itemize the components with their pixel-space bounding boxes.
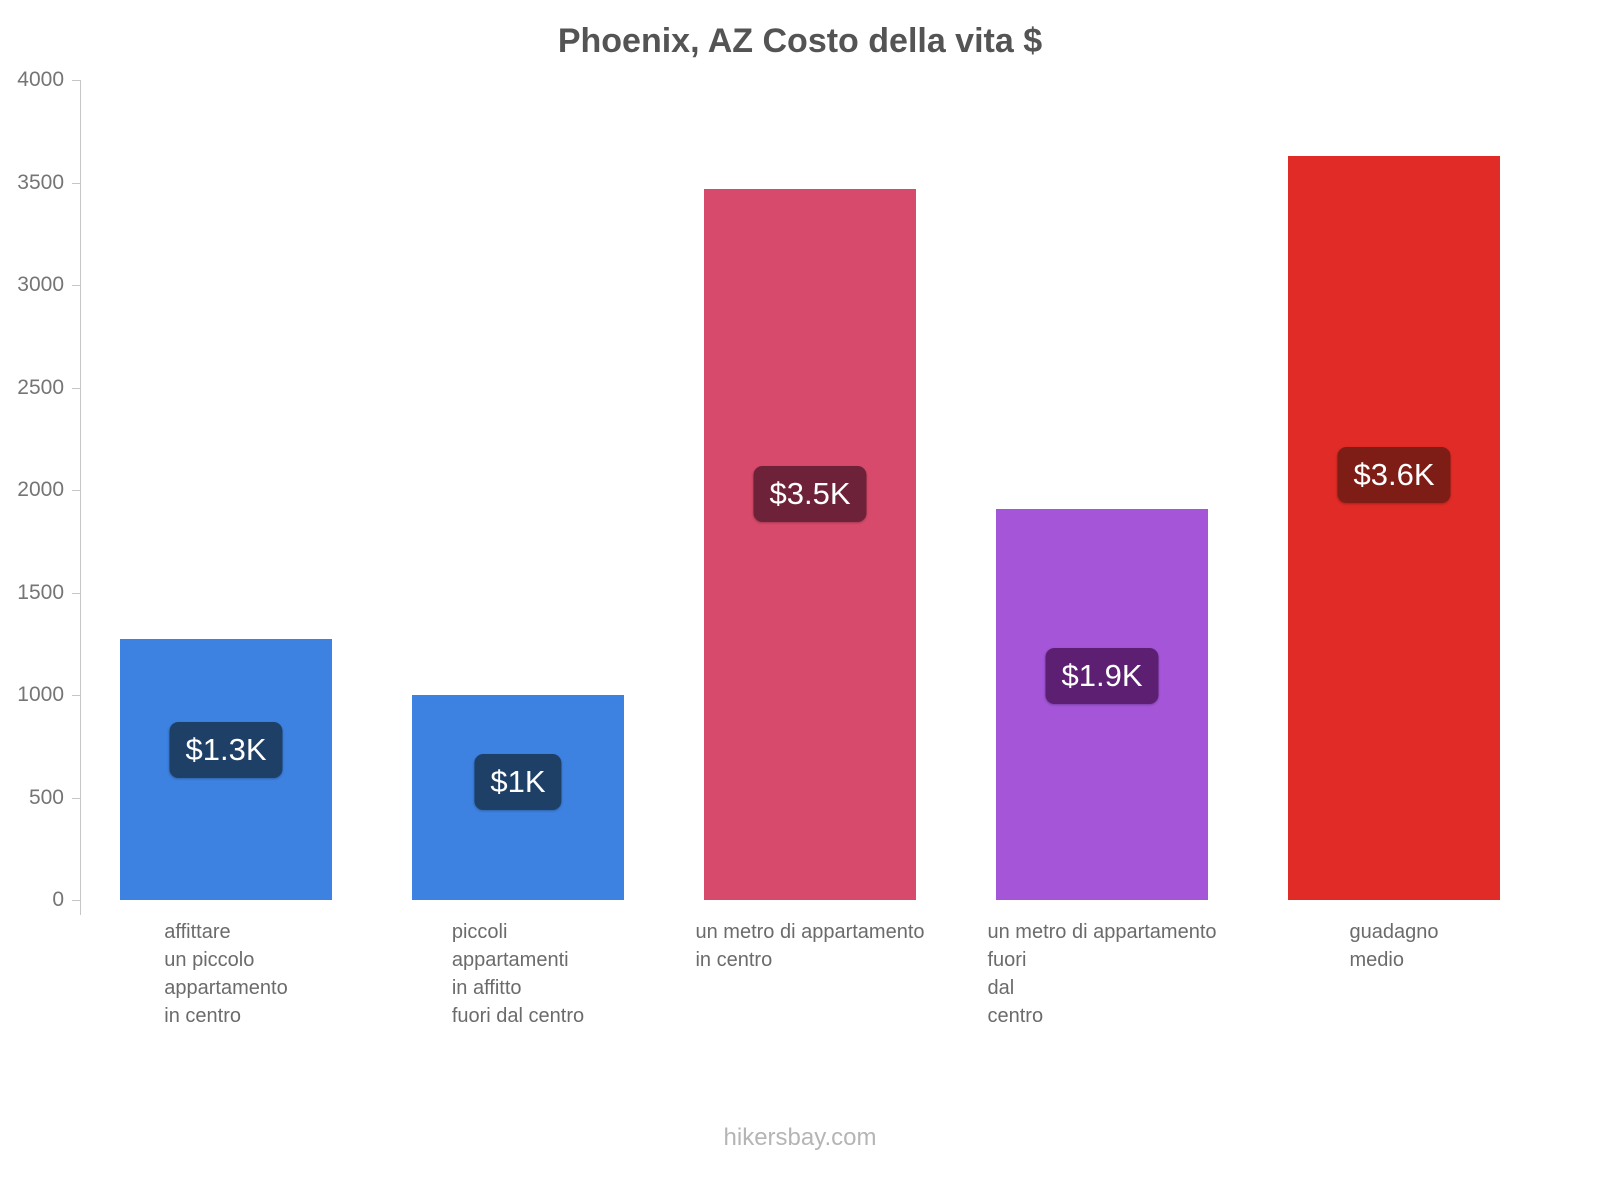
y-tick-mark (72, 695, 80, 696)
x-axis-label: affittare un piccolo appartamento in centro (80, 918, 372, 1030)
bar-slot: $3.6K (1248, 80, 1540, 900)
bar-slot: $1K (372, 80, 664, 900)
bar-5 (1288, 155, 1500, 900)
x-axis-labels: affittare un piccolo appartamento in centro… (80, 918, 1540, 1030)
y-axis-ticks: 0 500 1000 1500 2000 2500 3000 3500 4000 (17, 68, 1540, 911)
y-tick-label: 1500 (17, 580, 64, 604)
x-axis-label: un metro di appartamento in centro (664, 918, 956, 1030)
x-axis-label-text: guadagno medio (1349, 921, 1439, 971)
y-tick-mark (72, 592, 80, 594)
bar-value-label: $3.5K (753, 465, 867, 522)
y-tick-mark (72, 285, 80, 286)
x-axis-label: un metro di appartamento fuori dal centro (956, 918, 1248, 1030)
y-tick-label: 0 (52, 888, 64, 911)
y-tick-mark (72, 80, 80, 81)
y-tick-label: 1000 (17, 683, 64, 706)
bar-value-label: $3.6K (1337, 446, 1451, 503)
bar-slot: $1.3K (80, 80, 372, 900)
chart-title: Phoenix, AZ Costo della vita $ (557, 22, 1043, 60)
y-tick-label: 3500 (17, 170, 64, 194)
x-axis-label: piccoli appartamenti in affitto fuori dal c… (372, 918, 664, 1030)
bar-slot: $1.9K (956, 80, 1248, 900)
y-tick-label: 4000 (17, 68, 64, 91)
y-tick-label: 2500 (17, 375, 64, 399)
bar-3 (704, 188, 916, 900)
plot-area: 0 500 1000 1500 2000 2500 3000 3500 4000 $1.3K $1… (17, 68, 1540, 915)
bar-value-label: $1.3K (169, 722, 283, 779)
watermark: hikersbay.com (723, 1124, 877, 1151)
bar-value-label: $1.9K (1045, 648, 1159, 705)
x-axis-label-text: un metro di appartamento in centro (695, 921, 925, 971)
y-tick-label: 2000 (17, 478, 64, 501)
x-axis-label-text: un metro di appartamento fuori dal centro (987, 921, 1217, 1027)
y-tick-mark (72, 900, 80, 901)
y-tick-label: 3000 (17, 273, 64, 296)
bars-container: $1.3K $1K $3.5K $1.9K $3.6K (80, 80, 1540, 900)
y-tick-mark (72, 797, 80, 799)
y-tick-label: 500 (28, 785, 64, 809)
bar-slot: $3.5K (664, 80, 956, 900)
y-tick-mark (72, 182, 80, 184)
x-axis-label-text: affittare un piccolo appartamento in centro (164, 921, 288, 1027)
bar-4 (996, 509, 1208, 900)
x-axis-label: guadagno medio (1248, 918, 1540, 1030)
x-axis-label-text: piccoli appartamenti in affitto fuori dal c… (451, 921, 585, 1027)
y-tick-mark (72, 387, 80, 389)
y-axis (80, 80, 81, 915)
y-tick-mark (72, 490, 80, 491)
bar-value-label: $1K (474, 754, 562, 811)
